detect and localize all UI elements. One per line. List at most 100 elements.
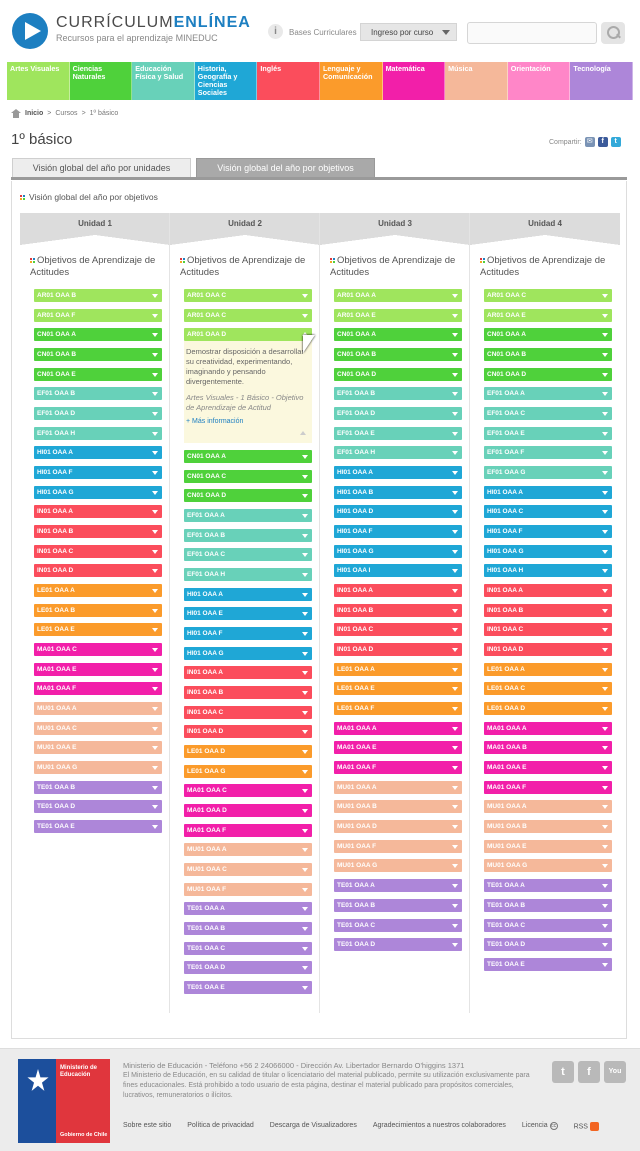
objective-item[interactable]: HI01 OAA G: [484, 544, 612, 558]
objective-item[interactable]: CN01 OAA D: [484, 367, 612, 381]
objective-item[interactable]: MA01 OAA E: [484, 761, 612, 775]
subject-tab[interactable]: Música: [445, 62, 508, 100]
more-info-link[interactable]: + Más información: [186, 418, 244, 426]
objective-item[interactable]: TE01 OAA D: [334, 938, 462, 952]
objective-item[interactable]: IN01 OAA D: [184, 725, 312, 739]
logo-play-icon[interactable]: [12, 13, 48, 49]
objective-item[interactable]: TE01 OAA B: [184, 922, 312, 936]
objective-item[interactable]: AR01 OAA C: [184, 289, 312, 302]
objective-item[interactable]: LE01 OAA B: [34, 603, 162, 617]
objective-item[interactable]: MU01 OAA C: [184, 863, 312, 877]
objective-item[interactable]: AR01 OAA E: [334, 308, 462, 322]
objective-item[interactable]: TE01 OAA E: [34, 820, 162, 834]
objective-item[interactable]: TE01 OAA A: [484, 879, 612, 893]
objective-item[interactable]: EF01 OAA C: [184, 548, 312, 562]
twitter-icon[interactable]: t: [610, 137, 621, 147]
collapse-icon[interactable]: [300, 431, 306, 436]
objective-item[interactable]: MA01 OAA E: [34, 662, 162, 676]
objective-item[interactable]: MA01 OAA F: [334, 761, 462, 775]
objective-item[interactable]: EF01 OAA H: [34, 426, 162, 440]
objective-item[interactable]: CN01 OAA B: [334, 348, 462, 362]
objective-item[interactable]: MU01 OAA B: [484, 820, 612, 834]
objective-item[interactable]: AR01 OAA B: [34, 289, 162, 302]
objective-item[interactable]: TE01 OAA A: [184, 902, 312, 916]
home-icon[interactable]: [11, 109, 21, 118]
objective-item[interactable]: MU01 OAA F: [184, 882, 312, 896]
objective-item[interactable]: MU01 OAA E: [34, 741, 162, 755]
objective-item[interactable]: MA01 OAA A: [334, 721, 462, 735]
objective-item[interactable]: HI01 OAA G: [184, 646, 312, 660]
objective-item[interactable]: HI01 OAA F: [484, 525, 612, 539]
objective-item[interactable]: HI01 OAA A: [34, 446, 162, 460]
objective-item[interactable]: MU01 OAA A: [484, 800, 612, 814]
email-icon[interactable]: ✉: [584, 137, 595, 147]
objective-item[interactable]: MA01 OAA C: [34, 643, 162, 657]
objective-item[interactable]: CN01 OAA D: [184, 489, 312, 503]
objective-item[interactable]: IN01 OAA A: [334, 584, 462, 598]
objective-item[interactable]: LE01 OAA A: [34, 584, 162, 598]
objective-item[interactable]: HI01 OAA D: [334, 505, 462, 519]
breadcrumb-cursos[interactable]: Cursos: [55, 110, 78, 117]
objective-item[interactable]: EF01 OAA A: [184, 509, 312, 523]
objective-item[interactable]: IN01 OAA A: [484, 584, 612, 598]
objective-item[interactable]: AR01 OAA F: [34, 308, 162, 322]
subject-tab[interactable]: Inglés: [257, 62, 320, 100]
facebook-icon[interactable]: f: [578, 1061, 600, 1083]
objective-item[interactable]: HI01 OAA H: [484, 564, 612, 578]
tab-objectives[interactable]: Visión global del año por objetivos: [196, 158, 375, 177]
objective-item[interactable]: EF01 OAA F: [484, 446, 612, 460]
brand[interactable]: CURRÍCULUMENLÍNEA Recursos para el apren…: [56, 14, 251, 43]
objective-item[interactable]: TE01 OAA E: [484, 957, 612, 971]
objective-item[interactable]: IN01 OAA C: [484, 623, 612, 637]
ingreso-por-curso-select[interactable]: Ingreso por curso: [360, 23, 457, 41]
objective-item[interactable]: MA01 OAA F: [34, 682, 162, 696]
objective-item[interactable]: CN01 OAA B: [484, 348, 612, 362]
objective-item[interactable]: MU01 OAA A: [184, 843, 312, 857]
objective-item[interactable]: HI01 OAA G: [334, 544, 462, 558]
search-input[interactable]: [467, 22, 597, 44]
footer-link-about[interactable]: Sobre este sitio: [123, 1122, 172, 1129]
objective-item[interactable]: EF01 OAA B: [184, 528, 312, 542]
objective-item[interactable]: MU01 OAA G: [334, 859, 462, 873]
objective-item[interactable]: LE01 OAA D: [484, 702, 612, 716]
objective-item[interactable]: TE01 OAA B: [334, 898, 462, 912]
objective-item[interactable]: IN01 OAA A: [184, 666, 312, 680]
subject-tab[interactable]: Ciencias Naturales: [69, 62, 133, 100]
objective-item[interactable]: MU01 OAA B: [334, 800, 462, 814]
objective-item[interactable]: EF01 OAA A: [484, 387, 612, 401]
search-icon[interactable]: [601, 22, 625, 44]
tab-units[interactable]: Visión global del año por unidades: [12, 158, 191, 177]
objective-item[interactable]: IN01 OAA D: [484, 643, 612, 657]
objective-item[interactable]: AR01 OAA A: [334, 289, 462, 302]
objective-item[interactable]: MA01 OAA E: [334, 741, 462, 755]
footer-link-thanks[interactable]: Agradecimientos a nuestros colaboradores: [372, 1122, 506, 1129]
objective-item[interactable]: EF01 OAA D: [34, 407, 162, 421]
objective-item[interactable]: HI01 OAA A: [184, 587, 312, 601]
objective-item[interactable]: HI01 OAA B: [334, 485, 462, 499]
objective-item[interactable]: MA01 OAA F: [484, 780, 612, 794]
subject-tab[interactable]: Tecnología: [570, 62, 633, 100]
objective-item[interactable]: EF01 OAA G: [484, 466, 612, 480]
subject-tab[interactable]: Educación Física y Salud: [132, 62, 195, 100]
objective-item[interactable]: IN01 OAA C: [184, 705, 312, 719]
objective-item[interactable]: LE01 OAA C: [484, 682, 612, 696]
objective-item[interactable]: LE01 OAA G: [184, 764, 312, 778]
info-icon[interactable]: i: [268, 24, 283, 39]
objective-item[interactable]: LE01 OAA A: [484, 662, 612, 676]
footer-link-viewers[interactable]: Descarga de Visualizadores: [269, 1122, 357, 1129]
objective-item[interactable]: EF01 OAA C: [484, 407, 612, 421]
objective-item[interactable]: IN01 OAA A: [34, 505, 162, 519]
objective-item[interactable]: TE01 OAA D: [34, 800, 162, 814]
subject-tab[interactable]: Matemática: [382, 62, 446, 100]
footer-link-license[interactable]: Licencia cc: [522, 1122, 558, 1131]
objective-item[interactable]: MU01 OAA F: [334, 839, 462, 853]
objective-item[interactable]: TE01 OAA B: [484, 898, 612, 912]
objective-item[interactable]: MU01 OAA G: [484, 859, 612, 873]
objective-item[interactable]: IN01 OAA B: [34, 525, 162, 539]
objective-item[interactable]: MA01 OAA C: [184, 784, 312, 798]
objective-item[interactable]: TE01 OAA A: [334, 879, 462, 893]
objective-item[interactable]: TE01 OAA C: [484, 918, 612, 932]
objective-item[interactable]: CN01 OAA D: [334, 367, 462, 381]
objective-item[interactable]: HI01 OAA I: [334, 564, 462, 578]
objective-item[interactable]: IN01 OAA C: [34, 544, 162, 558]
